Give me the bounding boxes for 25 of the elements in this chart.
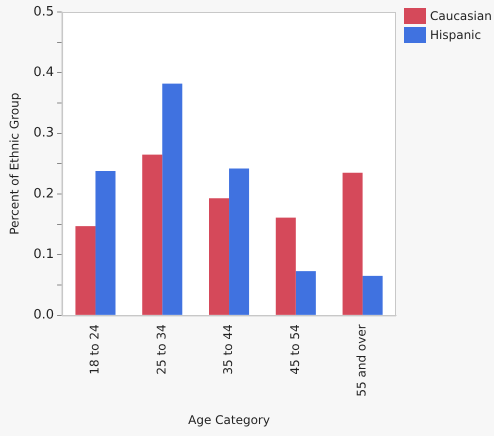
bar [162,84,182,315]
y-tick-label: 0.0 [33,308,54,323]
x-tick-label: 55 and over [354,324,369,397]
legend-label: Caucasian [430,8,492,22]
y-tick-label: 0.2 [33,186,54,202]
y-tick-label: 0.1 [33,247,54,262]
x-tick-label: 45 to 54 [288,324,302,375]
legend-label: Hispanic [430,28,482,42]
bar [296,271,316,315]
bar [95,170,116,315]
bar [209,198,230,315]
bar [142,154,162,315]
y-tick-label: 0.4 [33,65,54,80]
x-tick-label: 18 to 24 [88,324,102,375]
x-tick-label: 35 to 44 [221,324,236,375]
bar [75,226,96,315]
bar [362,276,383,315]
bar [342,172,363,315]
y-axis-title: Percent of Ethnic Group [7,92,22,235]
y-tick-label: 0.5 [33,4,54,20]
bar [229,168,250,315]
x-axis-title: Age Category [188,412,270,427]
y-tick-label: 0.3 [33,126,54,141]
bar [276,218,296,315]
x-tick-label: 25 to 34 [154,324,168,375]
